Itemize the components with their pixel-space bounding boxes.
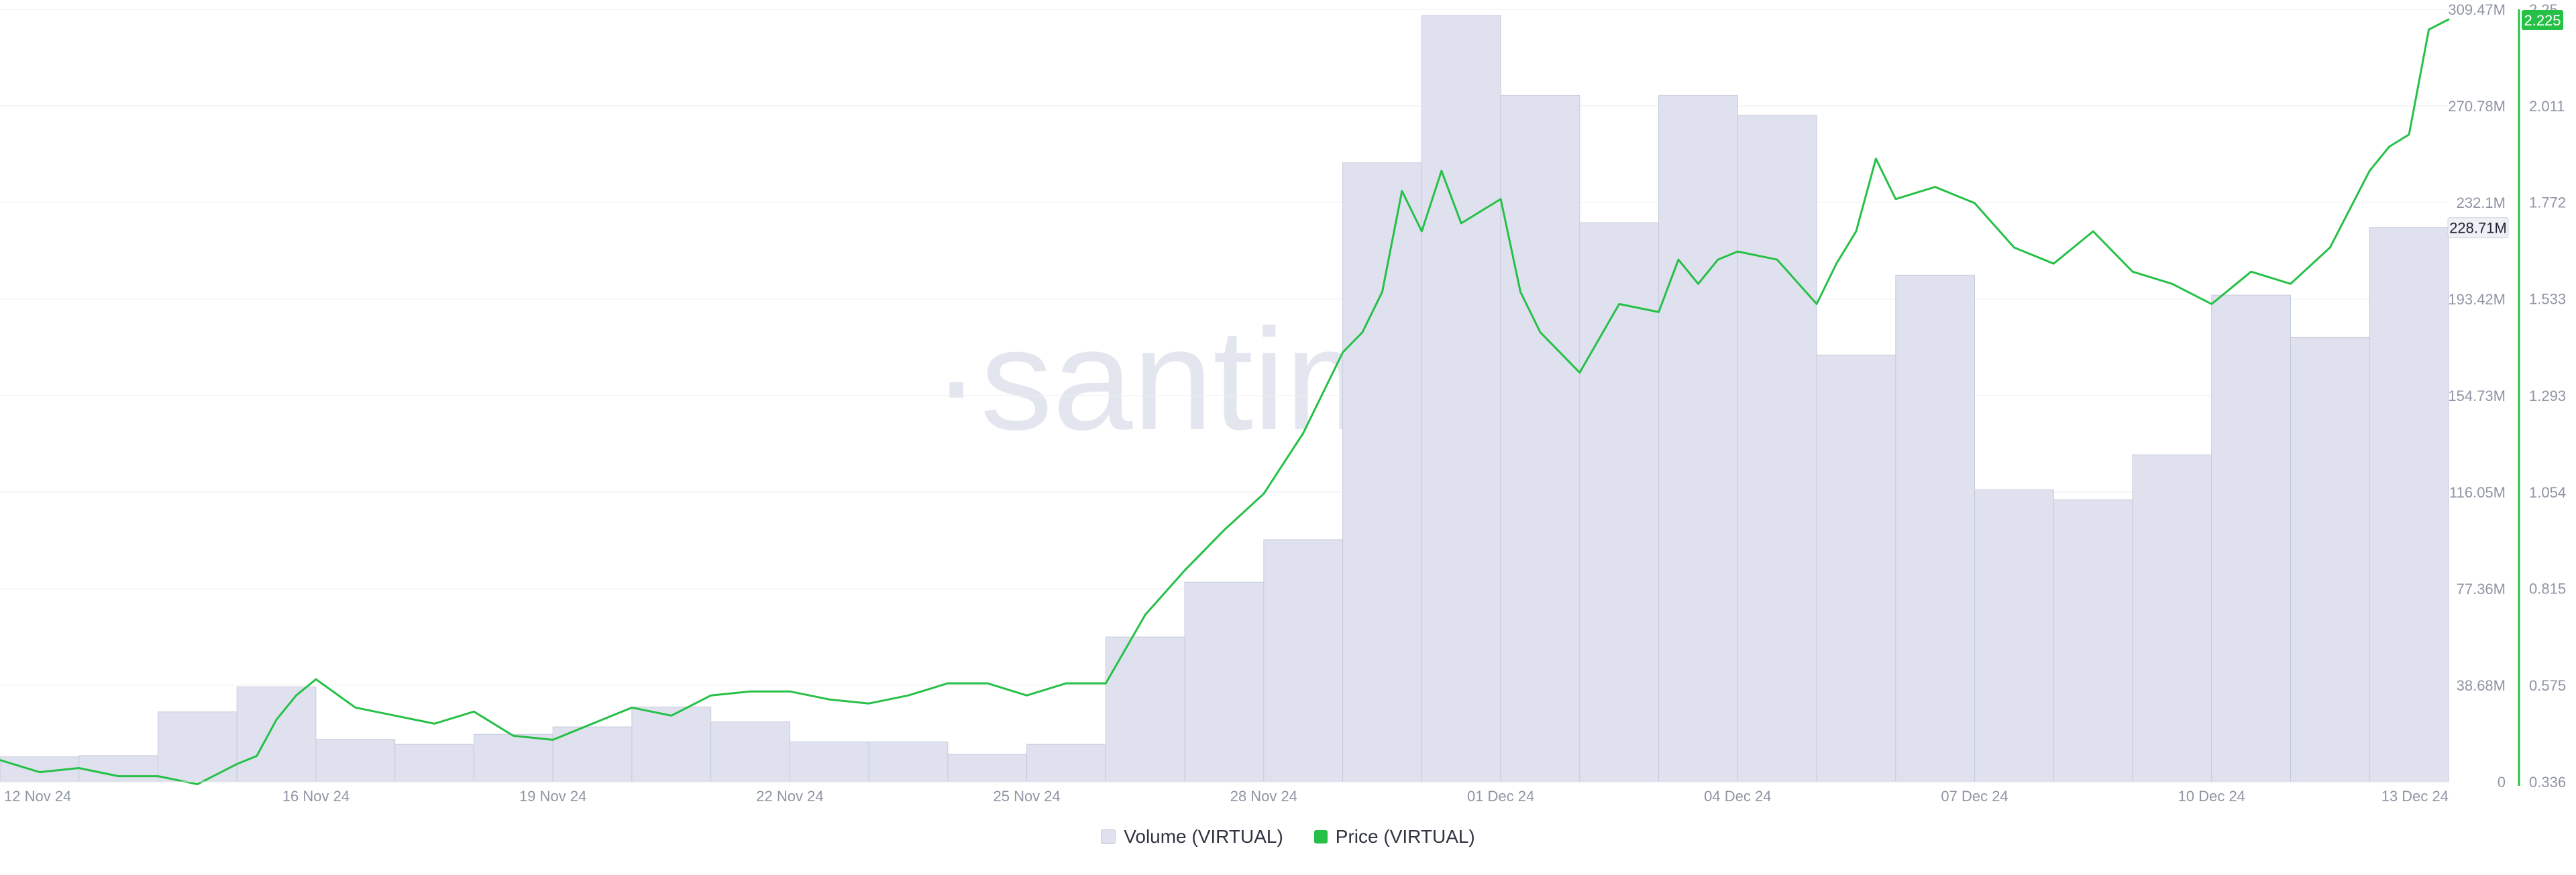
volume-tick-label: 193.42M: [2448, 291, 2506, 308]
volume-bar: [1816, 354, 1896, 782]
x-tick-label: 13 Dec 24: [2381, 788, 2449, 805]
legend-item-volume[interactable]: Volume (VIRTUAL): [1101, 826, 1283, 848]
legend-label-price: Price (VIRTUAL): [1335, 826, 1475, 847]
x-tick-label: 19 Nov 24: [519, 788, 586, 805]
volume-bar: [1579, 222, 1660, 782]
price-legend-swatch: [1313, 830, 1328, 843]
volume-bar: [789, 741, 869, 782]
volume-legend-swatch: [1101, 829, 1116, 844]
x-tick-label: 12 Nov 24: [4, 788, 71, 805]
volume-bar: [315, 739, 396, 782]
price-tick-label: 0.336: [2529, 774, 2566, 791]
last-value-badges: 2.225 228.71M: [2447, 10, 2563, 239]
price-line: [0, 18, 2450, 786]
volume-bar: [1895, 274, 1976, 782]
price-tick-label: 2.011: [2529, 98, 2565, 115]
volume-bar: [473, 734, 553, 782]
x-axis-ticks: 12 Nov 24 16 Nov 24 19 Nov 24 22 Nov 24 25 N…: [4, 788, 2449, 805]
volume-bar: [552, 726, 633, 782]
volume-tick-label: 309.47M: [2448, 1, 2506, 18]
volume-bars: [0, 15, 2449, 782]
volume-tick-label: 154.73M: [2448, 388, 2506, 404]
volume-bar: [1737, 115, 1817, 782]
volume-bar: [394, 744, 474, 782]
volume-bar: [1974, 489, 2054, 782]
volume-bar: [1658, 95, 1738, 782]
price-last-value-badge: [2522, 10, 2563, 31]
x-tick-label: 07 Dec 24: [1941, 788, 2008, 805]
volume-axis-ticks: 0 38.68M 77.36M 116.05M 154.73M 193.42M 232.1M…: [2448, 1, 2506, 791]
price-tick-label: 1.293: [2529, 388, 2566, 404]
volume-bar: [1184, 581, 1265, 782]
volume-bar: [2211, 294, 2292, 782]
x-tick-label: 16 Nov 24: [282, 788, 350, 805]
volume-bar: [2290, 337, 2370, 782]
x-tick-label: 10 Dec 24: [2178, 788, 2245, 805]
volume-bar: [2369, 227, 2449, 782]
x-tick-label: 01 Dec 24: [1467, 788, 1534, 805]
price-axis-ticks: 0.336 0.575 0.815 1.054 1.293 1.533 1.772 2.011…: [2529, 1, 2566, 791]
volume-bar: [157, 711, 237, 782]
price-series: [0, 18, 2450, 786]
volume-tick-label: 0: [2498, 774, 2506, 791]
price-tick-label: 1.533: [2529, 291, 2566, 308]
volume-bar: [631, 706, 712, 782]
x-tick-label: 28 Nov 24: [1230, 788, 1297, 805]
volume-bar: [947, 754, 1028, 782]
volume-bar: [78, 755, 158, 782]
volume-tick-label: 232.1M: [2457, 194, 2506, 211]
volume-tick-label: 38.68M: [2457, 677, 2506, 694]
volume-bar: [2053, 499, 2133, 782]
price-tick-label: 1.772: [2529, 194, 2566, 211]
volume-bar: [2132, 454, 2212, 782]
legend-label-volume: Volume (VIRTUAL): [1124, 826, 1283, 847]
x-tick-label: 22 Nov 24: [756, 788, 823, 805]
volume-tick-label: 77.36M: [2457, 581, 2506, 597]
volume-last-value: 228.71M: [2449, 220, 2507, 237]
axes: [0, 9, 2520, 786]
price-tick-label: 1.054: [2529, 484, 2566, 501]
x-tick-label: 25 Nov 24: [993, 788, 1060, 805]
volume-bar: [1421, 15, 1501, 782]
legend-item-price[interactable]: Price (VIRTUAL): [1313, 826, 1475, 848]
volume-bar: [1263, 539, 1344, 782]
volume-tick-label: 116.05M: [2449, 484, 2506, 501]
chart-legend: Volume (VIRTUAL) Price (VIRTUAL): [0, 826, 2576, 848]
volume-bar: [1500, 95, 1580, 782]
volume-bar: [710, 721, 790, 782]
volume-last-value-badge: [2447, 217, 2509, 239]
price-last-value: 2.225: [2524, 12, 2561, 29]
price-tick-label: 0.575: [2529, 677, 2566, 694]
volume-bar: [1026, 744, 1106, 782]
volume-bar: [236, 687, 317, 782]
price-tick-label: 0.815: [2529, 581, 2566, 597]
volume-bar: [868, 741, 949, 782]
volume-tick-label: 270.78M: [2448, 98, 2506, 115]
volume-bar: [1105, 636, 1185, 782]
volume-bar: [1342, 162, 1422, 782]
x-tick-label: 04 Dec 24: [1704, 788, 1771, 805]
